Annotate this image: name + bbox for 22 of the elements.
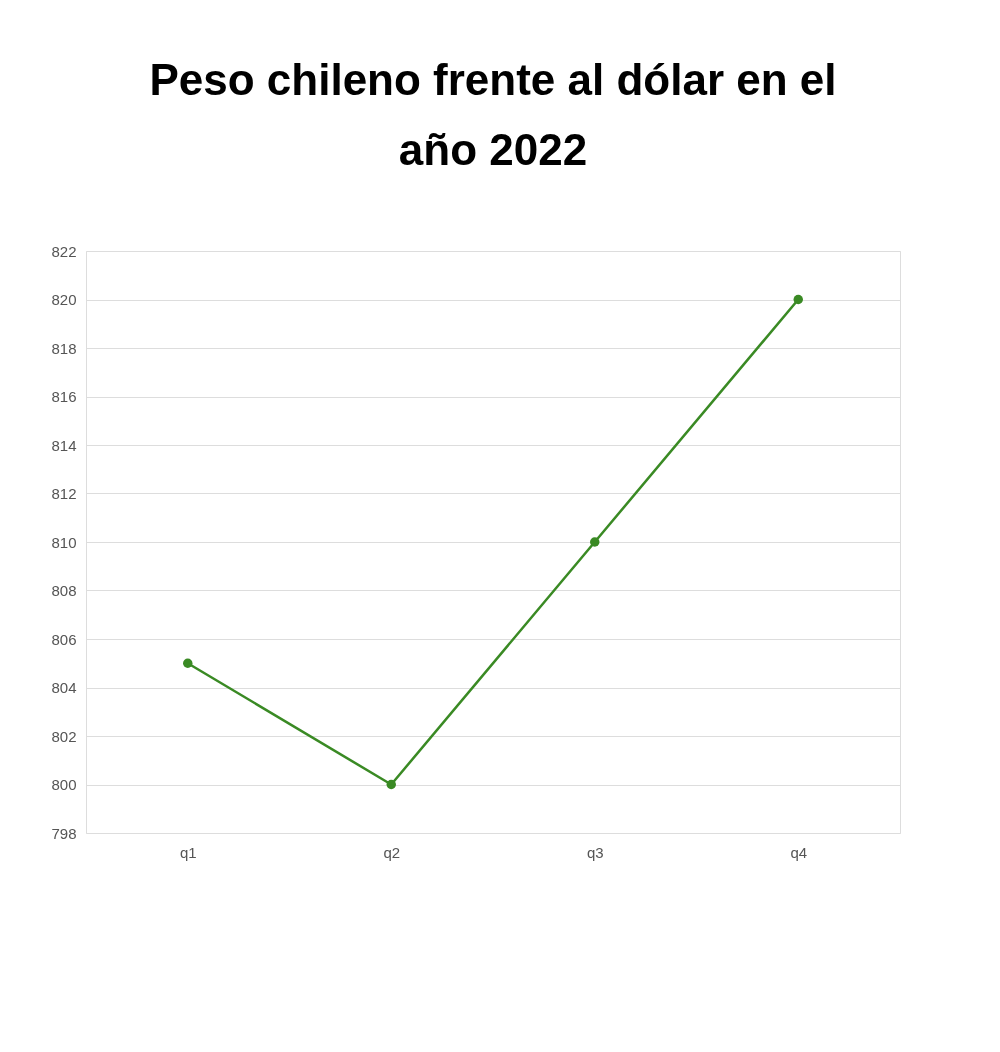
y-tick-label: 810 (51, 533, 77, 551)
point (793, 294, 803, 305)
y-tick-label: 812 (51, 485, 77, 502)
point (183, 658, 193, 668)
y-tick-label: 820 (51, 291, 77, 308)
x-tick-label: q1 (179, 843, 197, 861)
y-tick-label: 808 (51, 582, 77, 599)
y-tick-label: 804 (51, 679, 77, 696)
y-tick-label: 802 (51, 727, 77, 745)
y-tick-label: 816 (51, 388, 77, 405)
y-tick-label: 822 (51, 242, 77, 260)
x-tick-label: q2 (383, 843, 401, 861)
y-tick-label: 798 (51, 824, 77, 842)
y-tick-label: 814 (51, 436, 77, 454)
point (590, 537, 600, 547)
y-tick-label: 818 (51, 339, 77, 357)
y-tick-label: 800 (51, 776, 77, 793)
x-tick-label: q4 (790, 843, 808, 861)
chart-title: Peso chileno frente al dólar en el año 2022 (149, 55, 837, 174)
y-tick-label: 806 (51, 630, 77, 648)
point (386, 779, 396, 790)
x-tick-label: q3 (586, 843, 604, 861)
